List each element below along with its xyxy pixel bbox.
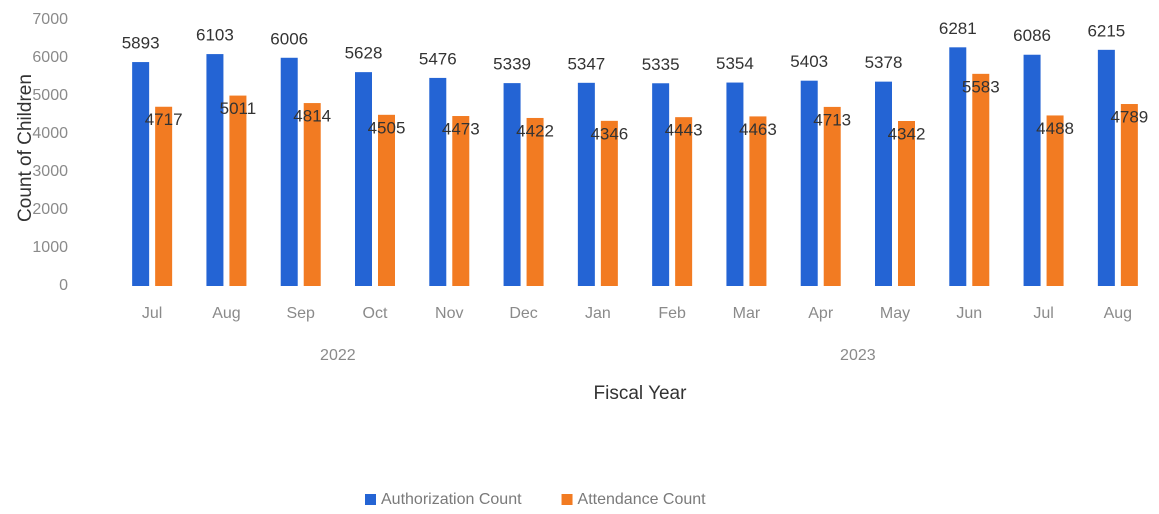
bar: [726, 82, 744, 286]
data-label: 5347: [567, 54, 605, 73]
data-label: 5335: [642, 55, 680, 74]
bar: [229, 95, 247, 286]
bar: [206, 54, 224, 286]
bar: [800, 80, 818, 286]
bar: [503, 83, 521, 286]
x-tick-label: Jun: [956, 305, 982, 322]
bar: [155, 106, 173, 286]
bar: [675, 117, 693, 286]
x-tick-label: Nov: [435, 305, 463, 322]
bar: [1097, 49, 1115, 286]
data-label: 4814: [293, 107, 331, 126]
data-label: 4713: [813, 110, 851, 129]
bar: [1120, 104, 1138, 286]
data-label: 4473: [442, 120, 480, 139]
x-axis-title: Fiscal Year: [594, 383, 688, 404]
data-label: 6006: [270, 29, 308, 48]
bar: [303, 103, 321, 287]
y-tick-label: 6000: [32, 49, 68, 66]
x-tick-label: Oct: [363, 305, 388, 322]
bar: [949, 47, 967, 287]
data-label: 4346: [590, 124, 628, 143]
group-label: 2022: [320, 347, 356, 364]
bar: [823, 106, 841, 286]
bar: [652, 83, 670, 287]
bar: [355, 72, 372, 286]
bar: [1023, 54, 1041, 287]
data-label: 6281: [939, 19, 977, 38]
data-label: 6103: [196, 26, 234, 45]
data-label: 5476: [419, 49, 457, 68]
group-label: 2023: [840, 347, 876, 364]
data-label: 5378: [865, 53, 903, 72]
data-label: 5403: [790, 52, 828, 71]
x-tick-label: Sep: [286, 305, 315, 322]
bar: [898, 121, 915, 286]
x-tick-label: Dec: [509, 305, 537, 322]
bar: [875, 81, 892, 286]
data-label: 4488: [1036, 119, 1074, 138]
y-tick-label: 2000: [32, 201, 68, 218]
bar: [132, 62, 150, 286]
legend-label: Authorization Count: [381, 491, 522, 508]
x-tick-label: Aug: [212, 305, 240, 322]
y-axis-title: Count of Children: [15, 74, 36, 222]
legend-label: Attendance Count: [578, 491, 707, 508]
data-label: 5339: [493, 55, 531, 74]
bar: [526, 117, 544, 287]
data-label: 5893: [122, 34, 160, 53]
bar: [600, 120, 618, 287]
bar: [577, 82, 595, 287]
data-label: 5011: [220, 99, 257, 118]
bar: [452, 116, 470, 286]
data-label: 4789: [1110, 108, 1148, 127]
y-tick-label: 4000: [32, 125, 68, 142]
y-tick-label: 5000: [32, 87, 68, 104]
bar: [378, 114, 395, 286]
data-label: 4443: [665, 121, 703, 140]
x-tick-label: Jul: [1033, 305, 1053, 322]
y-tick-label: 7000: [32, 11, 68, 28]
x-tick-label: Jan: [585, 305, 611, 322]
bar: [972, 73, 990, 286]
bar: [429, 77, 447, 286]
y-tick-label: 0: [59, 277, 68, 294]
bar: [749, 116, 767, 286]
data-label: 4342: [888, 124, 926, 143]
bar: [280, 57, 298, 286]
data-label: 6215: [1087, 21, 1125, 40]
legend-swatch: [561, 494, 573, 505]
bar: [1046, 115, 1064, 287]
x-tick-label: Feb: [658, 305, 686, 322]
data-label: 5354: [716, 54, 754, 73]
y-tick-label: 1000: [32, 239, 68, 256]
data-label: 5583: [962, 77, 1000, 96]
data-label: 4505: [368, 118, 406, 137]
x-tick-label: Aug: [1104, 305, 1132, 322]
data-label: 4463: [739, 120, 777, 139]
data-label: 5628: [345, 44, 383, 63]
x-tick-label: Apr: [808, 305, 834, 322]
legend-swatch: [365, 494, 376, 505]
data-label: 4422: [516, 121, 554, 140]
y-tick-label: 3000: [32, 163, 68, 180]
data-label: 6086: [1013, 26, 1051, 45]
data-label: 4717: [145, 110, 183, 129]
x-tick-label: May: [880, 305, 910, 322]
x-tick-label: Jul: [142, 305, 162, 322]
x-tick-label: Mar: [733, 305, 761, 322]
